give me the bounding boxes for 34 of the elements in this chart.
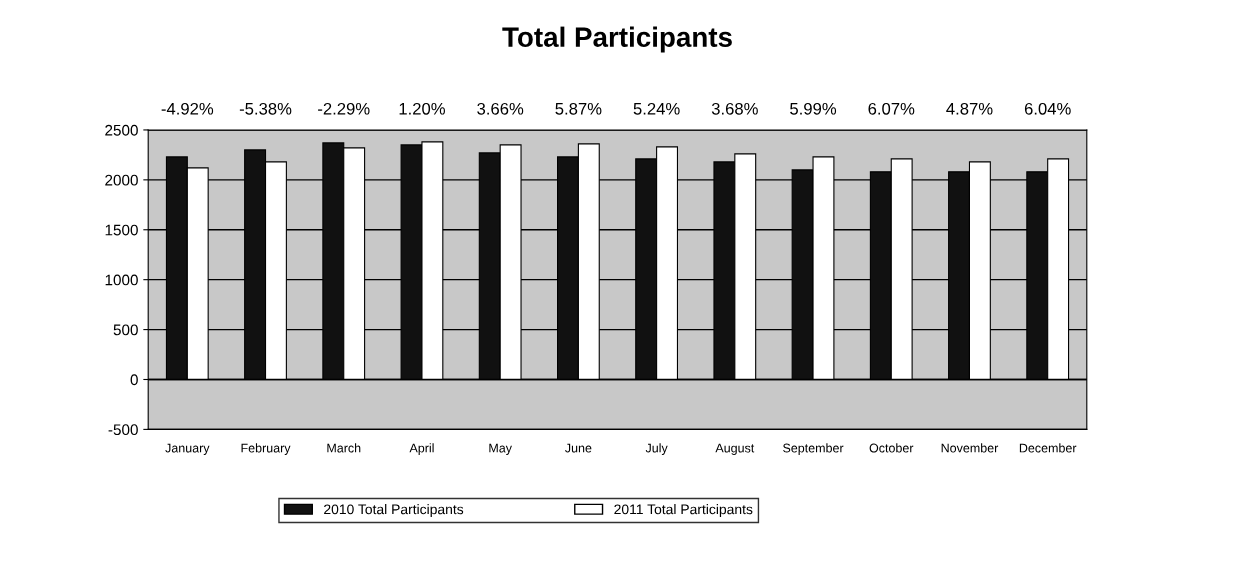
y-tick-label: 500 — [113, 324, 138, 336]
y-tick-label: 0 — [130, 374, 138, 386]
text: -2.29% — [318, 102, 370, 115]
x-tick-label: March — [327, 443, 361, 453]
x-tick-label: November — [941, 443, 999, 453]
x-tick-label: April — [409, 443, 434, 455]
text: 5.87% — [555, 102, 602, 115]
y-tick-label: 2500 — [105, 124, 138, 136]
text: 5.24% — [633, 102, 680, 115]
text: 1.20% — [399, 102, 445, 115]
x-tick-label: October — [869, 443, 914, 453]
x-tick-label: August — [715, 443, 755, 455]
text: 5.99% — [790, 102, 837, 115]
y-tick-label: -500 — [108, 424, 138, 436]
legend-label: 2011 Total Participants — [614, 504, 753, 517]
text: 4.87% — [946, 102, 993, 115]
x-tick-label: December — [1019, 443, 1077, 453]
legend-label: 2010 Total Participants — [324, 504, 464, 517]
x-tick-label: January — [165, 443, 210, 455]
chart-title: Total Participants — [502, 26, 732, 53]
text: -5.38% — [239, 102, 292, 115]
y-tick-label: 2000 — [105, 174, 138, 186]
x-tick-label: June — [565, 443, 592, 453]
text: 6.07% — [868, 102, 915, 115]
x-tick-label: May — [489, 443, 512, 455]
text: 3.68% — [711, 102, 758, 115]
text: 3.66% — [477, 102, 524, 115]
x-tick-label: September — [783, 443, 844, 455]
text: -4.92% — [161, 102, 214, 115]
x-tick-label: February — [241, 443, 291, 455]
text: 6.04% — [1024, 102, 1071, 115]
y-tick-label: 1000 — [105, 274, 138, 286]
x-tick-label: July — [645, 443, 668, 455]
y-tick-label: 1500 — [105, 224, 138, 236]
